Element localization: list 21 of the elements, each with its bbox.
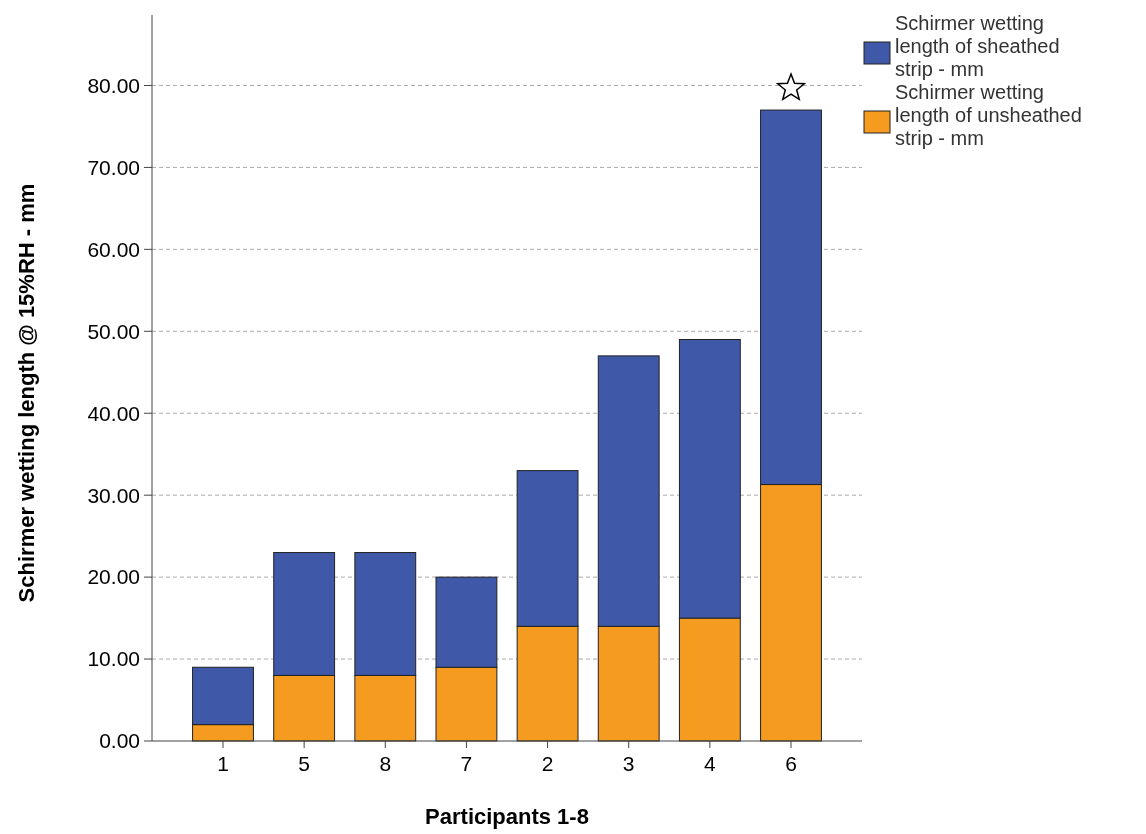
y-tick-label: 10.00 — [87, 647, 140, 671]
x-tick-label: 6 — [785, 752, 797, 775]
y-tick-label: 70.00 — [87, 155, 140, 179]
y-tick-label: 60.00 — [87, 237, 140, 261]
y-tick-label: 20.00 — [87, 565, 140, 589]
x-axis-title: Participants 1-8 — [425, 804, 589, 829]
x-tick-label: 3 — [622, 752, 635, 775]
x-tick-label: 4 — [704, 752, 717, 775]
legend-label: Schirmer wetting length of unsheathed strip - mm — [895, 81, 1082, 149]
y-tick-label: 80.00 — [87, 73, 140, 97]
y-axis-title: Schirmer wetting length @ 15%RH - mm — [14, 183, 39, 603]
legend-label: Schirmer wetting length of sheathed strip - mm — [895, 12, 1060, 80]
y-tick-label: 50.00 — [87, 319, 140, 343]
x-tick-label: 7 — [460, 752, 473, 775]
y-tick-label: 30.00 — [87, 483, 140, 507]
x-tick-label: 2 — [541, 752, 554, 775]
y-tick-label: 40.00 — [87, 401, 140, 425]
x-tick-label: 8 — [379, 752, 392, 775]
x-tick-label: 1 — [217, 752, 229, 775]
y-tick-label: 0.00 — [99, 729, 140, 753]
x-tick-label: 5 — [298, 752, 310, 775]
